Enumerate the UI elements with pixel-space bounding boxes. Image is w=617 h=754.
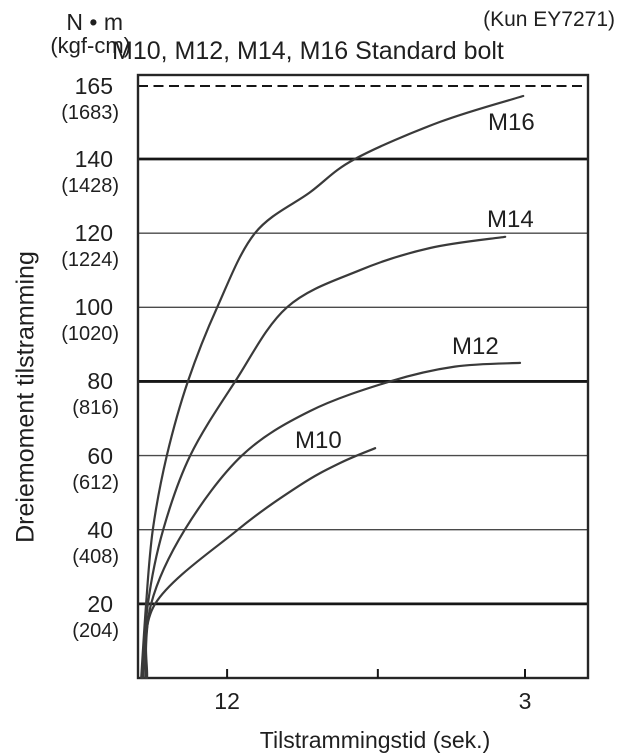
y-tick-kgf-80: (816) [72,397,119,420]
curve-m14 [141,235,507,680]
curve-label-m12: M12 [452,333,499,360]
y-tick-nm-140: 140 [74,146,113,172]
curve-m10 [144,447,377,680]
y-tick-kgf-60: (612) [72,471,119,494]
y-tick-kgf-20: (204) [72,619,119,642]
y-tick-nm-20: 20 [87,590,113,617]
curve-label-m14: M14 [487,206,534,233]
curve-label-m16: M16 [488,109,535,136]
y-tick-nm-40: 40 [87,516,113,543]
y-axis-unit-secondary: (kgf-cm) [50,33,131,58]
curve-m12 [144,361,522,680]
x-tick-label-2: 3 [518,688,532,714]
y-tick-kgf-100: (1020) [61,323,119,346]
y-tick-nm-100: 100 [74,294,113,321]
plot-border [136,73,590,680]
model-note: (Kun EY7271) [483,8,615,31]
y-tick-kgf-140: (1428) [61,175,119,197]
y-tick-nm-60: 60 [87,442,113,469]
y-tick-nm-80: 80 [87,368,113,395]
y-tick-nm-120: 120 [74,220,113,247]
y-tick-kgf-165: (1683) [61,102,119,124]
curve-m16 [140,94,525,680]
x-axis-label: Tilstrammingstid (sek.) [259,727,491,753]
curve-label-m10: M10 [295,427,342,454]
chart-title: M10, M12, M14, M16 Standard bolt [112,37,504,65]
y-tick-kgf-40: (408) [72,545,119,568]
y-axis-unit-primary: N • m [66,9,123,35]
y-tick-nm-165: 165 [74,73,113,99]
y-tick-kgf-120: (1224) [61,249,119,272]
x-tick-label-0: 12 [214,688,240,714]
